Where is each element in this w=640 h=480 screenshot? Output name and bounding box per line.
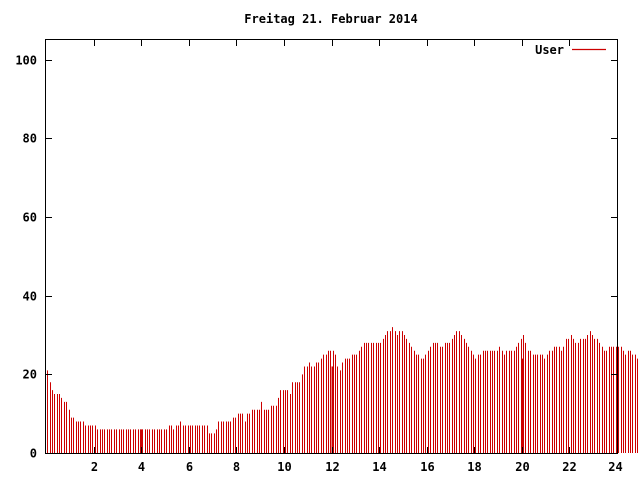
- x-tick-label: 14: [372, 460, 386, 474]
- ticks-group: [46, 40, 618, 454]
- x-tick-label: 10: [277, 460, 291, 474]
- x-tick-label: 16: [420, 460, 434, 474]
- y-tick-label: 80: [23, 132, 37, 146]
- x-tick-label: 2: [91, 460, 98, 474]
- y-tick-label: 40: [23, 290, 37, 304]
- y-tick-label: 100: [15, 54, 37, 68]
- x-tick-label: 6: [186, 460, 193, 474]
- y-tick-label: 20: [23, 368, 37, 382]
- legend-label: User: [535, 43, 564, 57]
- x-tick-label: 4: [138, 460, 145, 474]
- y-tick-labels: 0 20 40 60 80 100: [15, 54, 37, 461]
- chart-title: Freitag 21. Februar 2014: [244, 12, 417, 26]
- x-tick-label: 22: [562, 460, 576, 474]
- x-tick-label: 24: [608, 460, 622, 474]
- y-tick-label: 0: [30, 447, 37, 461]
- x-tick-label: 20: [515, 460, 529, 474]
- x-tick-label: 18: [467, 460, 481, 474]
- x-tick-label: 8: [233, 460, 240, 474]
- plot-frame: [45, 39, 618, 454]
- y-tick-label: 60: [23, 211, 37, 225]
- x-tick-labels: 2 4 6 8 10 12 14 16 18 20 22 24: [91, 460, 623, 474]
- legend: User: [535, 43, 606, 57]
- x-tick-label: 12: [325, 460, 339, 474]
